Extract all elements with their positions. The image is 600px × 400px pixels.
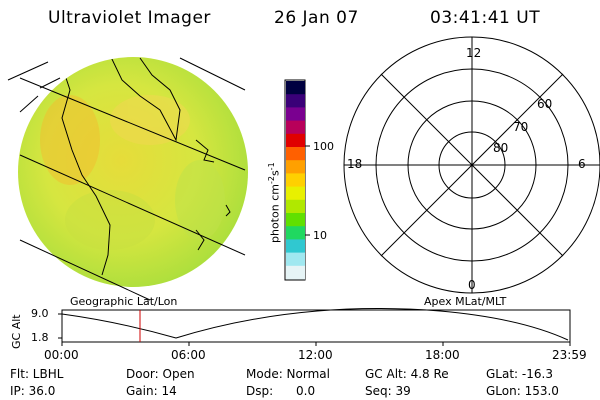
colorbar-swatch [286, 147, 305, 161]
altitude-ylabel: GC Alt [10, 314, 23, 349]
colorbar-swatch [286, 107, 305, 122]
colorbar-swatch [286, 213, 305, 227]
time-tick-0600: 06:00 [171, 348, 206, 362]
colorbar-swatch [286, 120, 305, 135]
colorbar-swatch [286, 160, 305, 174]
altitude-ytick-9: 9.0 [31, 307, 49, 320]
time-tick-1200: 12:00 [298, 348, 333, 362]
colorbar-swatch [286, 252, 305, 267]
colorbar-swatch [286, 133, 305, 148]
app-title: Ultraviolet Imager [48, 8, 211, 28]
colorbar-swatch [286, 186, 305, 201]
info-mode: Mode: Normal [246, 367, 330, 381]
left-panel-caption: Geographic Lat/Lon [70, 295, 178, 308]
time-tick-1800: 18:00 [425, 348, 460, 362]
time-tick-2359: 23:59 [552, 348, 587, 362]
info-ip: IP: 36.0 [10, 384, 56, 398]
mlt-label-0: 0 [468, 278, 476, 292]
colorbar-unit-label: photon cm-2s-1 [267, 162, 282, 243]
lat-label-60: 60 [537, 97, 553, 111]
info-door: Door: Open [126, 367, 195, 381]
colorbar-tick-100: 100 [313, 140, 334, 153]
mlt-label-18: 18 [347, 157, 363, 171]
colorbar-swatch [286, 239, 305, 254]
lat-label-80: 80 [493, 141, 509, 155]
info-dsp: Dsp: 0.0 [246, 384, 316, 398]
info-gc-alt: GC Alt: 4.8 Re [365, 367, 449, 381]
date-label: 26 Jan 07 [274, 8, 359, 28]
colorbar-swatch [286, 199, 305, 214]
info-filter: Flt: LBHL [10, 367, 64, 381]
colorbar-swatch [286, 94, 305, 108]
time-label: 03:41:41 UT [430, 8, 541, 28]
colorbar-tick-10: 10 [313, 229, 327, 242]
time-tick-0000: 00:00 [44, 348, 79, 362]
colorbar-swatch [286, 81, 305, 95]
right-panel-caption: Apex MLat/MLT [424, 295, 507, 308]
altitude-ytick-1-8: 1.8 [31, 331, 49, 344]
polar-plot [343, 36, 600, 294]
mlt-label-6: 6 [578, 157, 586, 171]
altitude-plot [58, 308, 571, 346]
info-glon: GLon: 153.0 [486, 384, 559, 398]
mlt-label-12: 12 [466, 46, 482, 60]
lat-label-70: 70 [513, 120, 529, 134]
colorbar-swatch [286, 226, 305, 240]
colorbar-swatch [286, 265, 305, 280]
info-glat: GLat: -16.3 [486, 367, 553, 381]
colorbar-swatch [286, 173, 305, 188]
info-seq: Seq: 39 [365, 384, 411, 398]
info-gain: Gain: 14 [126, 384, 177, 398]
earth-image [7, 57, 248, 301]
colorbar [284, 79, 310, 281]
